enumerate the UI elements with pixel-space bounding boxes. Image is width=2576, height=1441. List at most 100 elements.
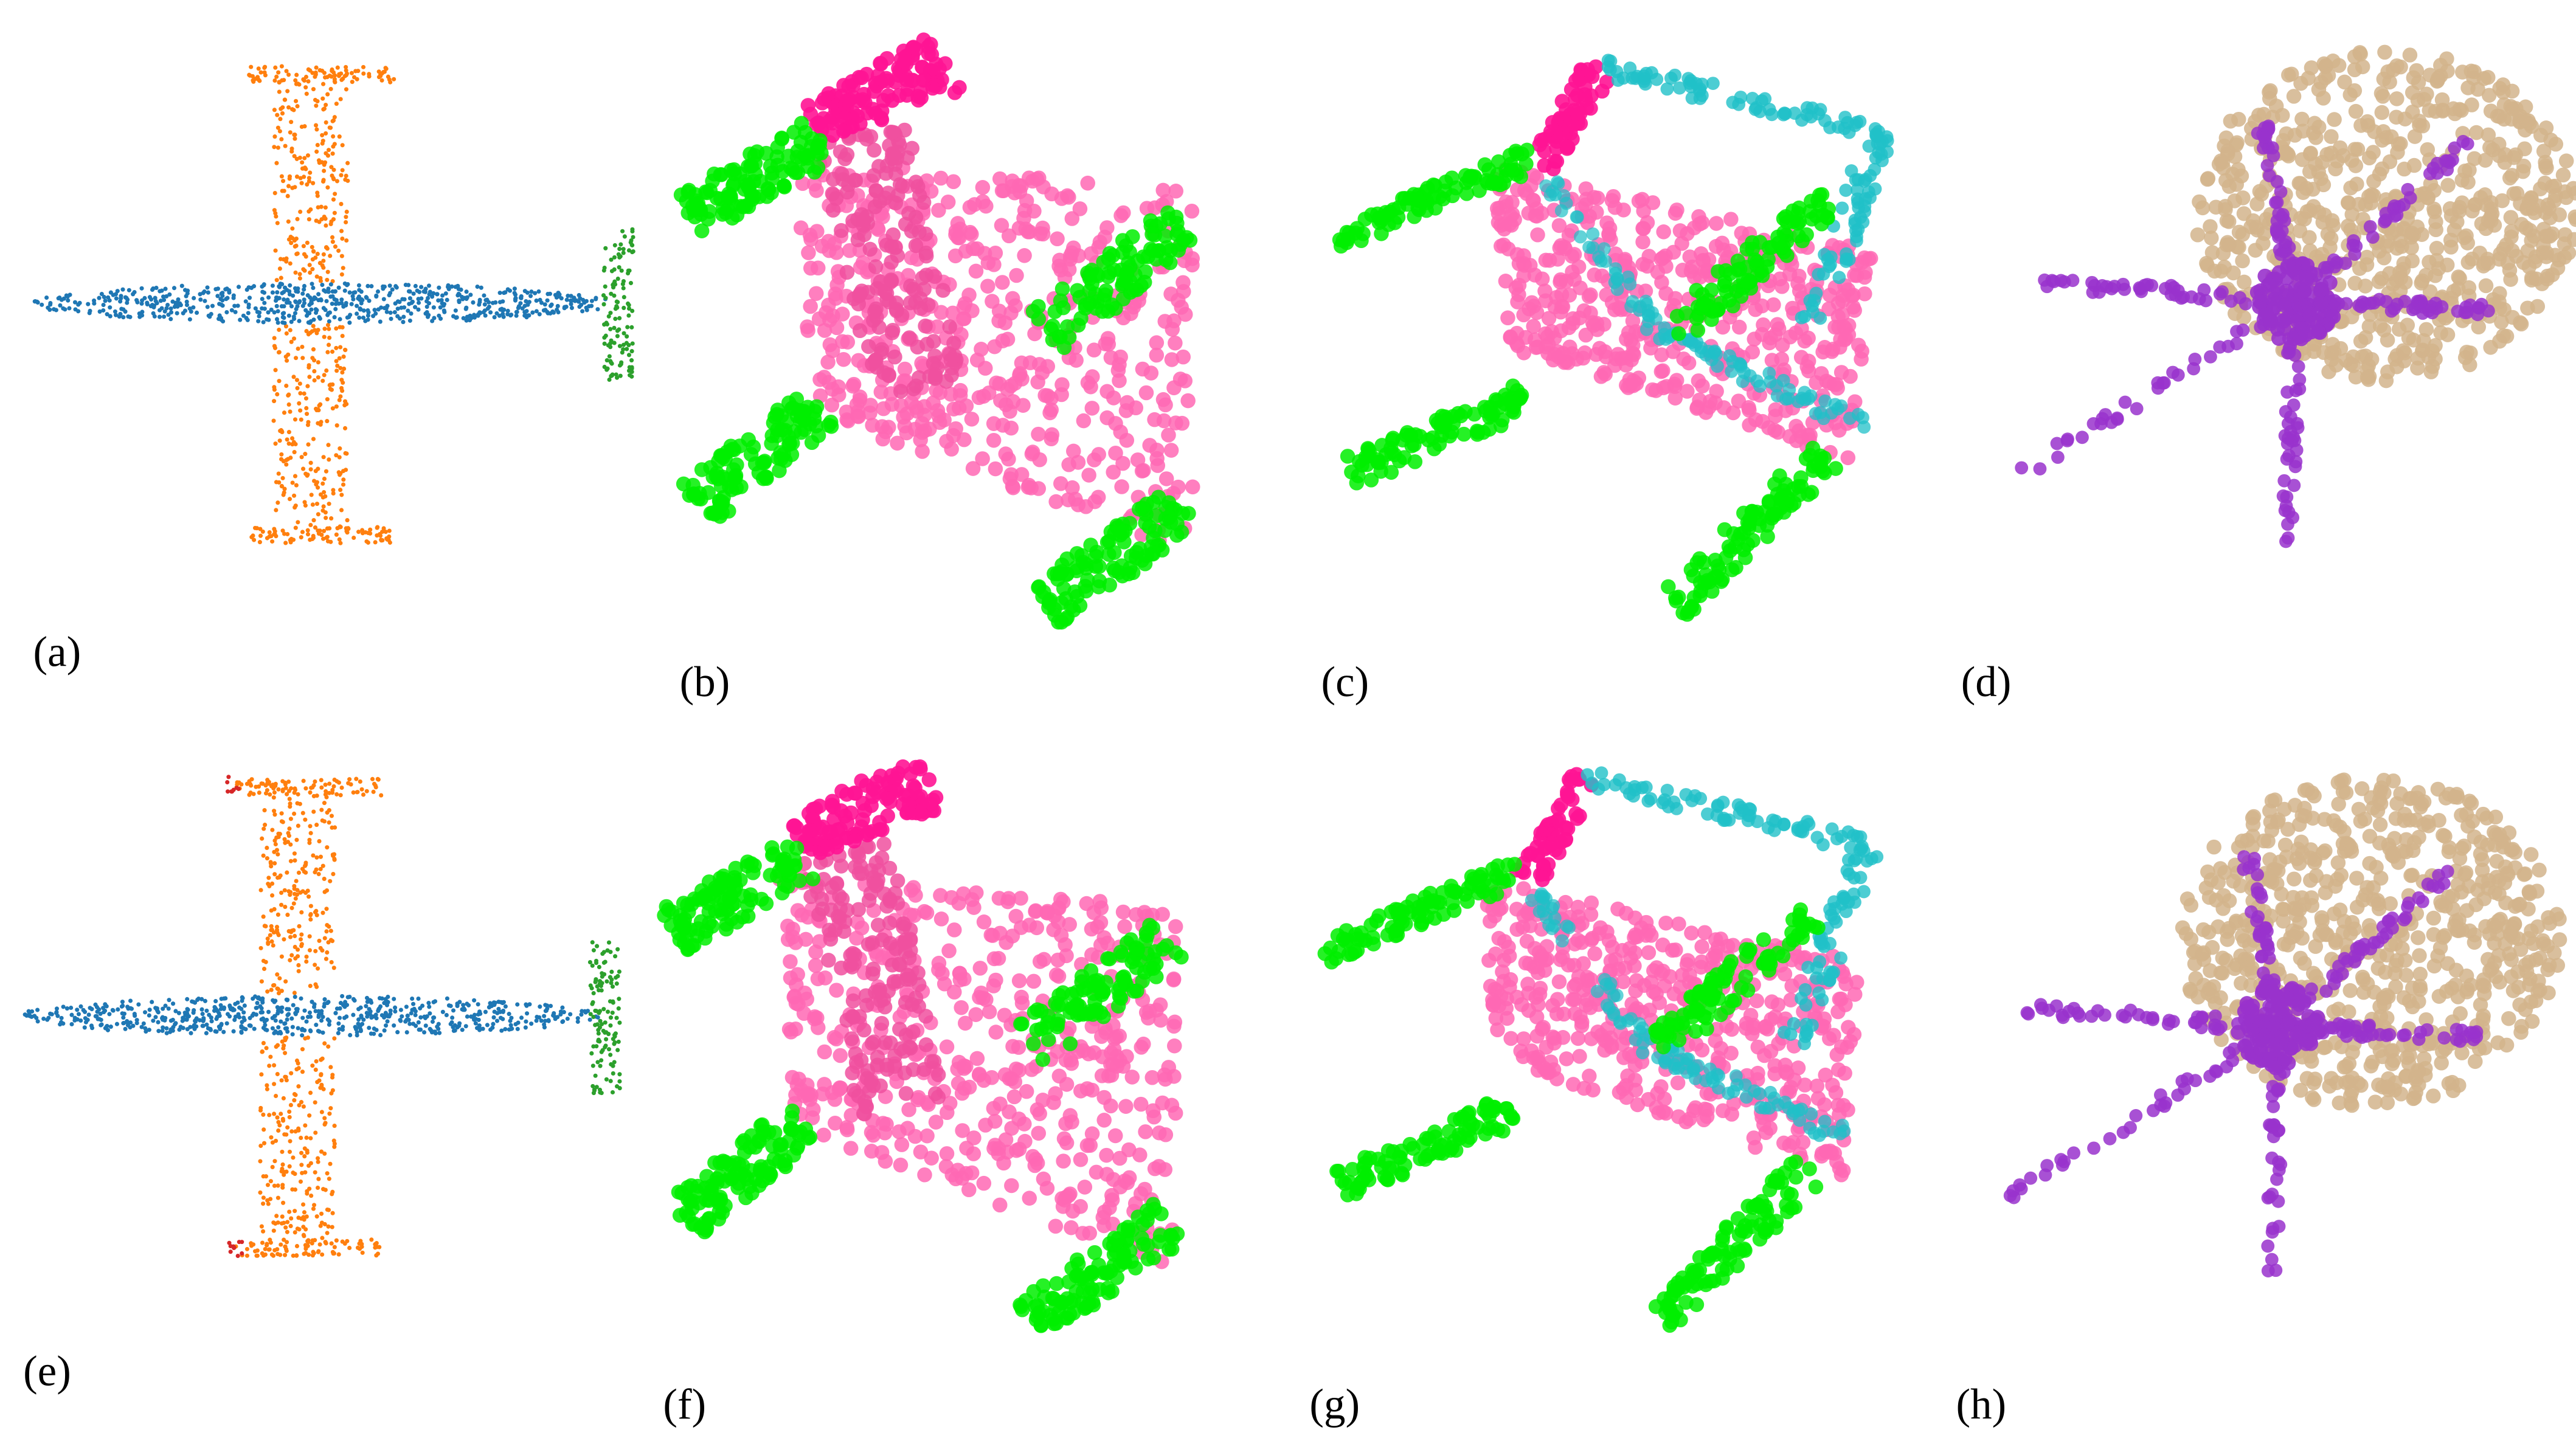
point <box>337 537 342 542</box>
point <box>295 251 300 256</box>
point <box>883 272 899 288</box>
point <box>302 156 307 161</box>
point <box>123 295 128 300</box>
point <box>2440 327 2456 342</box>
point <box>1708 553 1723 568</box>
point <box>1149 335 1165 350</box>
point <box>279 890 284 895</box>
point <box>2500 255 2516 271</box>
point <box>2190 227 2206 243</box>
point <box>2347 83 2363 98</box>
point <box>2302 230 2317 245</box>
point <box>401 320 406 325</box>
point <box>550 309 555 314</box>
point <box>437 285 441 290</box>
point <box>2389 241 2405 256</box>
point <box>1734 358 1748 371</box>
point <box>2387 302 2401 316</box>
point <box>2558 153 2574 168</box>
point <box>320 96 325 101</box>
point <box>1799 359 1815 375</box>
point <box>1087 286 1103 302</box>
point <box>1638 77 1652 91</box>
point <box>681 182 697 198</box>
point <box>378 319 383 324</box>
point <box>305 888 310 893</box>
point <box>407 296 412 301</box>
point <box>926 395 941 410</box>
point <box>341 477 346 482</box>
point <box>1461 172 1477 188</box>
point <box>338 345 343 350</box>
point <box>514 309 519 314</box>
point <box>280 320 285 325</box>
point <box>321 179 326 184</box>
point <box>2325 309 2341 325</box>
point <box>293 136 297 141</box>
point <box>2391 136 2406 152</box>
point <box>1745 92 1759 105</box>
point <box>309 300 314 305</box>
point <box>566 293 570 299</box>
point <box>836 351 851 367</box>
point <box>2521 113 2536 128</box>
point <box>293 244 297 249</box>
point <box>626 306 632 311</box>
point <box>961 287 977 303</box>
point <box>243 299 248 304</box>
point-clouds <box>23 32 2576 1333</box>
point <box>72 300 78 305</box>
point <box>2514 216 2529 232</box>
point <box>325 246 330 251</box>
point <box>777 423 793 438</box>
point <box>2364 351 2380 367</box>
point <box>2506 186 2522 201</box>
point <box>203 299 207 303</box>
point <box>330 349 335 354</box>
point <box>1626 378 1641 393</box>
point <box>609 291 614 296</box>
point <box>2285 434 2299 448</box>
point <box>2272 207 2286 221</box>
point <box>311 535 316 541</box>
point <box>295 216 300 221</box>
point <box>313 74 317 79</box>
point <box>274 534 279 539</box>
point <box>1610 283 1624 296</box>
point <box>294 236 299 241</box>
point <box>115 289 120 294</box>
point <box>1176 284 1191 299</box>
point <box>536 289 541 294</box>
point <box>265 989 270 994</box>
point <box>881 420 896 435</box>
point <box>316 421 320 426</box>
point <box>1099 410 1115 426</box>
point <box>2280 385 2294 399</box>
point <box>275 320 280 325</box>
point <box>825 382 840 397</box>
point <box>445 285 451 289</box>
point <box>705 173 720 189</box>
point <box>288 328 293 333</box>
point <box>168 317 173 322</box>
point <box>277 327 282 332</box>
point <box>384 309 389 314</box>
point <box>357 315 362 320</box>
point <box>320 133 325 137</box>
point <box>1539 179 1553 193</box>
point <box>2130 402 2144 416</box>
point <box>1686 590 1702 606</box>
point <box>2472 301 2486 315</box>
point <box>854 283 870 299</box>
point <box>319 297 324 302</box>
point <box>309 492 314 497</box>
point <box>1156 413 1172 429</box>
point <box>324 299 329 303</box>
point <box>333 192 338 196</box>
point <box>266 310 271 315</box>
point <box>321 265 326 270</box>
point <box>324 131 328 136</box>
point <box>293 933 297 939</box>
